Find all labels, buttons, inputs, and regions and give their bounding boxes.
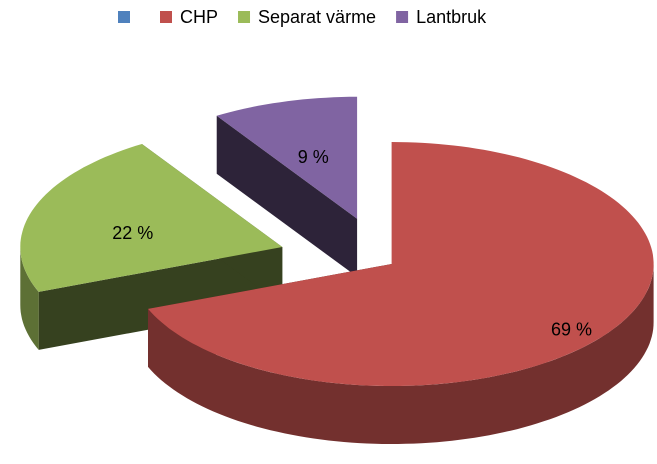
legend-swatch bbox=[118, 11, 130, 23]
legend-swatch bbox=[160, 11, 172, 23]
legend-swatch bbox=[396, 11, 409, 23]
slice bbox=[148, 142, 654, 444]
data-label: 69 % bbox=[551, 320, 592, 340]
legend-label: Separat värme bbox=[258, 7, 376, 27]
slice-rim bbox=[20, 247, 39, 350]
legend-label: CHP bbox=[180, 7, 218, 27]
data-label: 22 % bbox=[112, 223, 153, 243]
legend-swatch bbox=[238, 11, 251, 23]
slice-top bbox=[20, 144, 283, 292]
slice bbox=[216, 96, 358, 277]
slice-rim bbox=[148, 264, 654, 444]
slice-top bbox=[148, 142, 654, 386]
legend: CHP Separat värme Lantbruk bbox=[118, 7, 487, 27]
slice-wall bbox=[38, 246, 283, 350]
data-label: 9 % bbox=[298, 147, 329, 167]
slice bbox=[20, 143, 283, 350]
legend-label: Lantbruk bbox=[416, 7, 487, 27]
slice-top bbox=[216, 96, 358, 219]
slice-wall bbox=[216, 115, 358, 277]
